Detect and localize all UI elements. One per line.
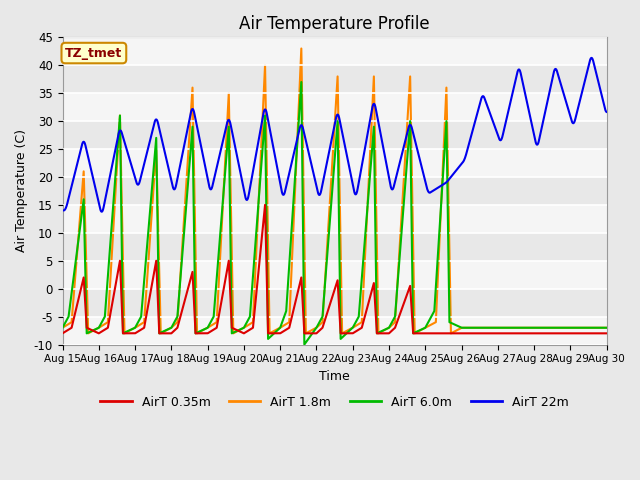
Bar bbox=[63, 93, 607, 121]
Legend: AirT 0.35m, AirT 1.8m, AirT 6.0m, AirT 22m: AirT 0.35m, AirT 1.8m, AirT 6.0m, AirT 2… bbox=[95, 391, 574, 414]
Bar bbox=[63, 317, 607, 345]
Bar bbox=[63, 205, 607, 233]
Bar bbox=[63, 149, 607, 177]
Y-axis label: Air Temperature (C): Air Temperature (C) bbox=[15, 130, 28, 252]
Bar bbox=[63, 261, 607, 288]
X-axis label: Time: Time bbox=[319, 370, 350, 383]
Text: TZ_tmet: TZ_tmet bbox=[65, 47, 122, 60]
Title: Air Temperature Profile: Air Temperature Profile bbox=[239, 15, 430, 33]
Bar bbox=[63, 37, 607, 65]
